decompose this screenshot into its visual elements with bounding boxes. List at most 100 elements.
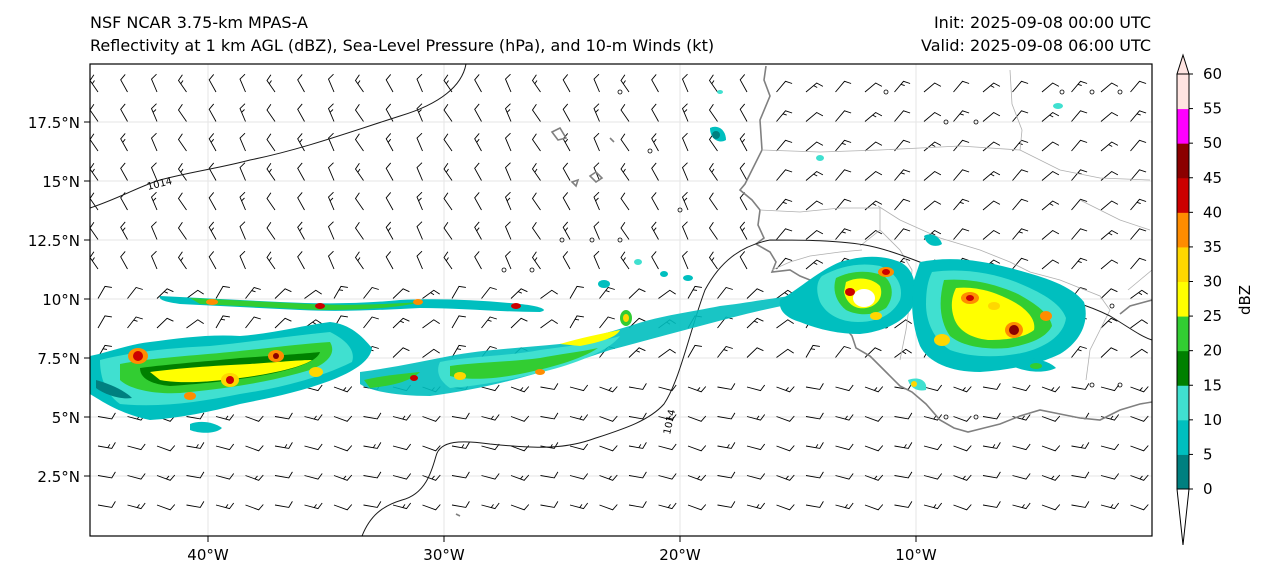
isobar-label: 1014 (662, 408, 678, 435)
wind-barb (186, 319, 204, 329)
wind-barb (354, 192, 364, 211)
wind-barb (593, 162, 600, 181)
wind-barb (363, 501, 382, 508)
wind-barb (1130, 415, 1149, 422)
wind-barb (569, 384, 589, 392)
wind-barb (651, 74, 659, 93)
wind-barb (120, 221, 128, 240)
wind-barb (245, 474, 264, 481)
wind-barb (687, 285, 702, 299)
wind-barb (274, 471, 293, 479)
wind-barb (776, 228, 793, 240)
wind-barb (739, 162, 748, 181)
wind-barb (805, 501, 824, 508)
wind-barb (953, 474, 972, 481)
wind-barb (451, 315, 466, 329)
wind-barb (504, 221, 512, 240)
wind-barb (97, 442, 116, 449)
colorbar-tick-label: 0 (1203, 480, 1213, 498)
wind-barb (504, 191, 512, 211)
wind-barb (1130, 504, 1149, 511)
wind-barb (354, 74, 364, 93)
wind-barb (97, 412, 116, 420)
wind-barb (297, 162, 305, 181)
wind-barb (274, 501, 293, 508)
wind-barb (97, 315, 112, 329)
wind-barb (953, 445, 972, 452)
wind-barb (215, 502, 235, 510)
wind-barb (628, 501, 647, 508)
wind-barb (1041, 229, 1060, 240)
colorbar-tick-label: 35 (1203, 238, 1222, 256)
wind-barb (333, 386, 353, 393)
axis-ticks (84, 121, 917, 542)
wind-barb (422, 415, 441, 422)
wind-barb (239, 132, 246, 152)
wind-barb (923, 473, 943, 480)
wind-barb (569, 315, 584, 329)
wind-barb (127, 286, 143, 299)
wind-barb (593, 103, 600, 122)
wind-barb (531, 251, 541, 270)
wind-barb (208, 74, 217, 93)
wind-barb (739, 74, 748, 93)
wind-barb (1041, 82, 1060, 93)
wind-barb (266, 133, 276, 152)
wind-barb (1130, 80, 1147, 93)
wind-barb (266, 221, 276, 240)
wind-barb (982, 501, 1001, 508)
colorbar-segment (1177, 74, 1189, 110)
wind-barb (864, 200, 883, 211)
wind-barb (274, 412, 293, 420)
colorbar-tick-label: 50 (1203, 134, 1222, 152)
wind-barb (90, 133, 99, 152)
wind-barb (239, 73, 246, 93)
wind-barb (451, 442, 470, 449)
wind-barb (620, 162, 630, 181)
wind-barb (835, 345, 851, 358)
wind-barb (392, 443, 412, 451)
wind-barb (953, 80, 970, 93)
wind-barb (1012, 384, 1031, 392)
wind-barb (687, 344, 702, 358)
wind-barb (333, 415, 353, 422)
colorbar-tick-label: 15 (1203, 376, 1222, 394)
wind-barb (805, 170, 824, 181)
wind-barb (266, 74, 276, 93)
wind-barb (864, 111, 883, 122)
lon-tick-label: 20°W (659, 546, 701, 564)
wind-barb (1100, 111, 1119, 122)
wind-barb (239, 162, 246, 181)
wind-barb (510, 317, 528, 329)
wind-barb (1130, 228, 1147, 240)
wind-barb (208, 192, 217, 211)
wind-barb (333, 504, 353, 511)
wind-barb (481, 316, 497, 329)
wind-barb (208, 133, 217, 152)
wind-barb (510, 474, 530, 481)
lat-tick-label: 7.5°N (37, 350, 80, 368)
wind-barb (953, 110, 970, 122)
wind-barb (120, 103, 128, 122)
wind-barb (392, 414, 412, 421)
wind-barb (1130, 319, 1148, 329)
wind-barb (304, 473, 323, 480)
colorbar-segment (1177, 454, 1189, 490)
wind-barb (776, 504, 795, 511)
wind-barb (392, 317, 410, 329)
wind-barb (569, 473, 589, 480)
wind-barb (776, 319, 794, 329)
wind-barb (127, 473, 146, 480)
wind-barb (297, 221, 305, 240)
wind-barb (982, 229, 1001, 240)
wind-barb (150, 221, 158, 240)
colorbar-label: dBZ (1236, 285, 1254, 315)
lat-tick-label: 15°N (42, 173, 80, 191)
wind-barb (651, 251, 659, 270)
wind-barb (923, 200, 942, 211)
wind-barb (982, 111, 1001, 122)
wind-barb (304, 414, 323, 421)
wind-barb (266, 103, 276, 122)
wind-barb (97, 285, 112, 299)
colorbar-segment (1177, 316, 1189, 352)
